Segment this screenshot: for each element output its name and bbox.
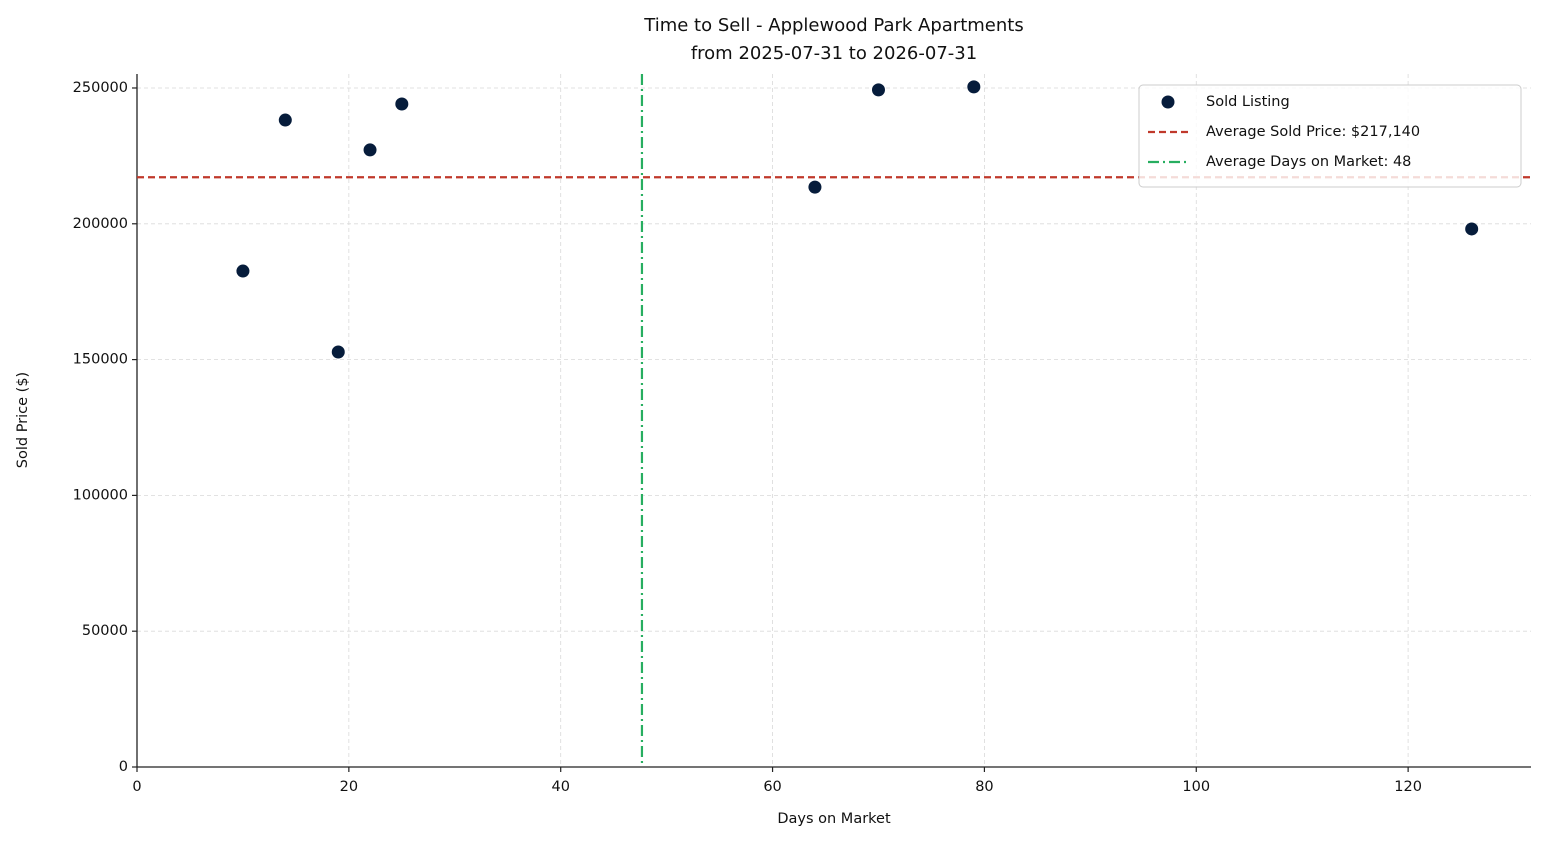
chart-title: Time to Sell - Applewood Park Apartments: [643, 15, 1023, 36]
legend-label: Average Days on Market: 48: [1206, 154, 1411, 170]
x-tick-label: 40: [551, 779, 569, 795]
x-tick-label: 60: [763, 779, 781, 795]
point: [363, 143, 377, 157]
legend: Sold Listing Average Sold Price: $217,140…: [1138, 84, 1522, 188]
x-tick-label: 20: [340, 779, 358, 795]
legend-label: Average Sold Price: $217,140: [1206, 124, 1420, 140]
y-tick-label: 0: [119, 759, 128, 775]
x-tick-label: 100: [1182, 779, 1210, 795]
point: [395, 97, 409, 111]
point: [1465, 222, 1479, 236]
y-tick-label: 50000: [82, 623, 128, 639]
y-tick-label: 100000: [73, 487, 128, 503]
legend-marker: [1161, 95, 1175, 109]
point: [808, 180, 822, 194]
chart-subtitle: from 2025-07-31 to 2026-07-31: [691, 43, 977, 64]
point: [331, 345, 345, 359]
x-axis-label: Days on Market: [777, 811, 891, 827]
x-tick-label: 0: [132, 779, 141, 795]
x-tick-label: 120: [1394, 779, 1422, 795]
y-tick-label: 250000: [73, 80, 128, 96]
point: [278, 113, 292, 127]
y-tick-label: 200000: [73, 216, 128, 232]
y-tick-label: 150000: [73, 352, 128, 368]
point: [871, 83, 885, 97]
legend-label: Sold Listing: [1206, 94, 1290, 110]
point: [236, 264, 250, 278]
y-axis-label: Sold Price ($): [15, 372, 31, 468]
x-tick-label: 80: [975, 779, 993, 795]
point: [967, 80, 981, 94]
legend-box: [1138, 84, 1522, 188]
